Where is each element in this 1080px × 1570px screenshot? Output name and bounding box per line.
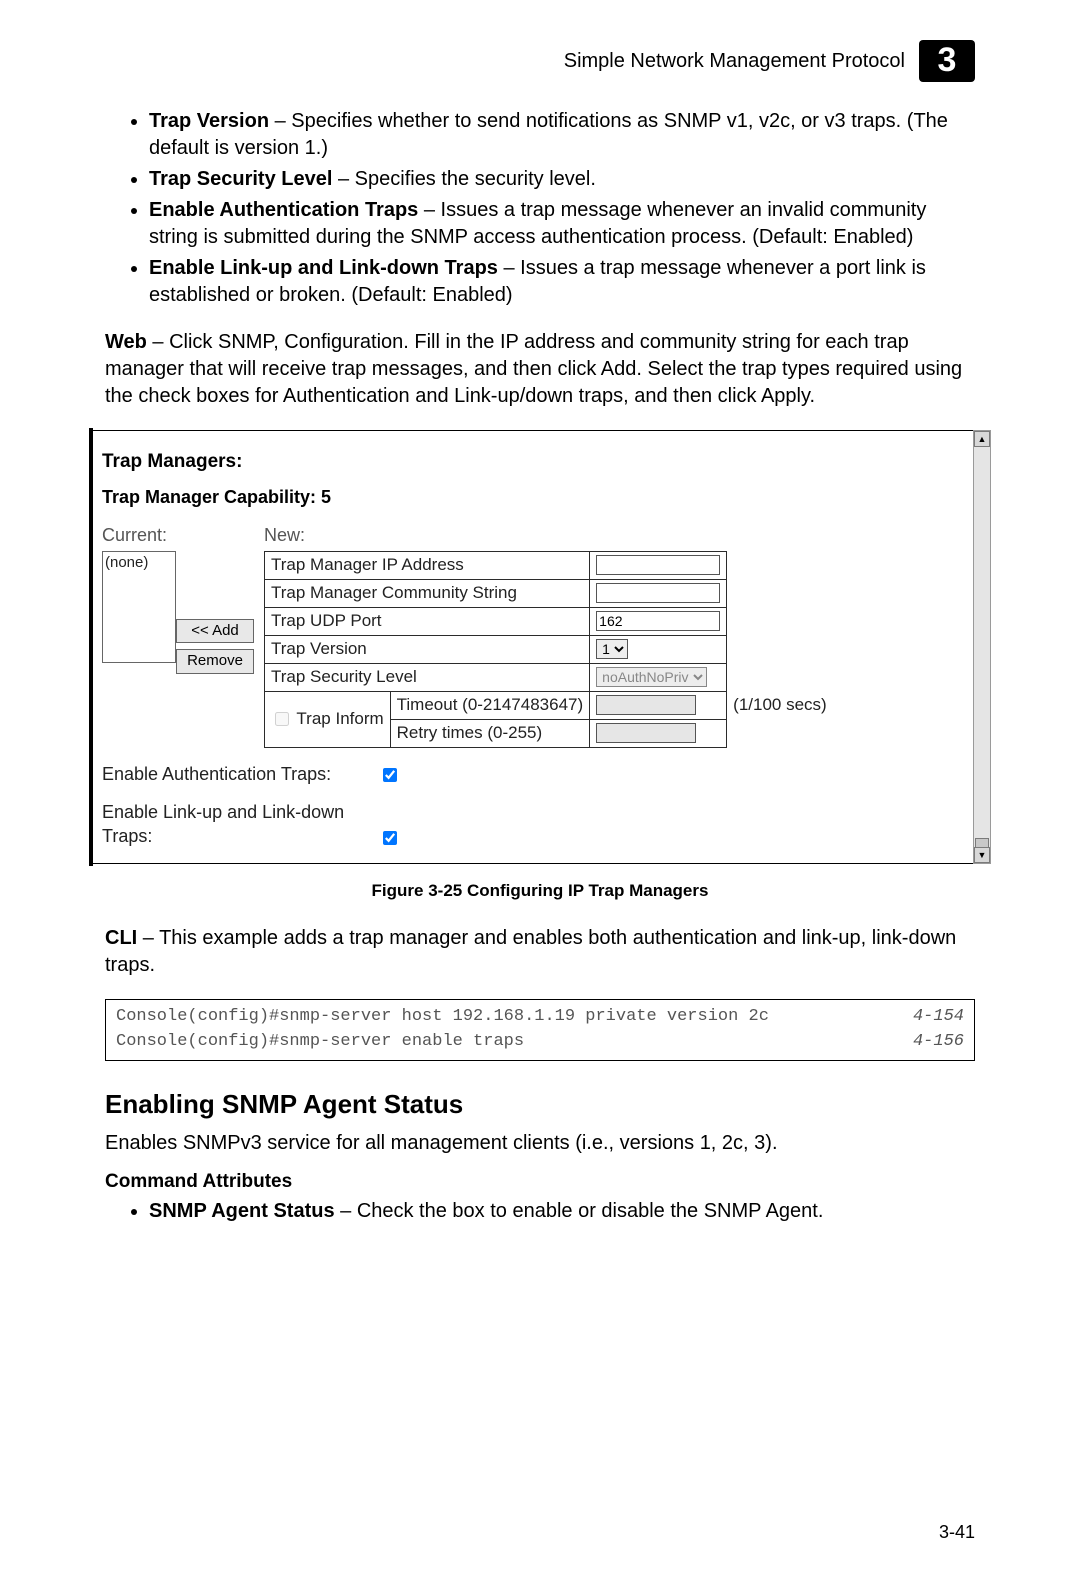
cli-paragraph: CLI – This example adds a trap manager a… — [105, 925, 975, 979]
scroll-down-icon[interactable]: ▼ — [974, 847, 990, 863]
version-select[interactable]: 1 — [596, 639, 628, 659]
bullet-desc: – Check the box to enable or disable the… — [335, 1200, 824, 1222]
new-label: New: — [264, 523, 975, 547]
bullet-term: SNMP Agent Status — [149, 1200, 335, 1222]
figure-caption: Figure 3-25 Configuring IP Trap Managers — [105, 880, 975, 903]
enable-auth-checkbox[interactable] — [383, 768, 397, 782]
retry-label: Retry times (0-255) — [390, 719, 590, 747]
capability-label: Trap Manager Capability: 5 — [102, 485, 975, 509]
section-heading: Enabling SNMP Agent Status — [105, 1087, 975, 1122]
ip-label: Trap Manager IP Address — [265, 552, 590, 580]
cli-lead: CLI — [105, 927, 137, 949]
bullet-term: Enable Link-up and Link-down Traps — [149, 257, 498, 279]
cli-example: Console(config)#snmp-server host 192.168… — [105, 999, 975, 1061]
web-lead: Web — [105, 331, 147, 353]
bullet-term: Trap Security Level — [149, 168, 332, 190]
header-title: Simple Network Management Protocol — [564, 48, 905, 75]
scroll-up-icon[interactable]: ▲ — [974, 431, 990, 447]
remove-button[interactable]: Remove — [176, 649, 254, 673]
ip-input[interactable] — [596, 555, 720, 575]
cli-ref: 4-156 — [913, 1031, 964, 1054]
new-trap-form: Trap Manager IP Address Trap Manager Com… — [264, 551, 834, 748]
retry-input — [596, 723, 696, 743]
bullet-desc: – Specifies the security level. — [332, 168, 595, 190]
panel-title: Trap Managers: — [102, 449, 975, 475]
current-label: Current: — [102, 523, 260, 547]
web-instructions: Web – Click SNMP, Configuration. Fill in… — [105, 329, 975, 410]
cli-cmd: Console(config)#snmp-server enable traps — [116, 1031, 524, 1054]
version-label: Trap Version — [265, 636, 590, 664]
feature-bullets: Trap Version – Specifies whether to send… — [105, 108, 975, 309]
timeout-label: Timeout (0-2147483647) — [390, 691, 590, 719]
web-body: – Click SNMP, Configuration. Fill in the… — [105, 331, 962, 407]
bullet-term: Trap Version — [149, 110, 269, 132]
scrollbar[interactable]: ▲ ▼ — [973, 430, 991, 864]
security-select: noAuthNoPriv — [596, 667, 707, 687]
bullet-term: Enable Authentication Traps — [149, 199, 418, 221]
udp-port-label: Trap UDP Port — [265, 608, 590, 636]
cli-body: – This example adds a trap manager and e… — [105, 927, 956, 976]
timeout-unit: (1/100 secs) — [727, 691, 834, 719]
command-attributes-heading: Command Attributes — [105, 1169, 975, 1195]
trap-inform-checkbox[interactable] — [275, 712, 289, 726]
section-desc: Enables SNMPv3 service for all managemen… — [105, 1130, 975, 1157]
community-label: Trap Manager Community String — [265, 580, 590, 608]
enable-link-checkbox[interactable] — [383, 831, 397, 845]
enable-auth-label: Enable Authentication Traps: — [102, 762, 374, 786]
cli-cmd: Console(config)#snmp-server host 192.168… — [116, 1006, 769, 1029]
bullet-desc: – Specifies whether to send notification… — [149, 110, 948, 159]
current-listbox[interactable]: (none) — [102, 551, 176, 663]
enable-link-label: Enable Link-up and Link-down Traps: — [102, 800, 374, 849]
security-label: Trap Security Level — [265, 663, 590, 691]
community-input[interactable] — [596, 583, 720, 603]
trap-inform-label: Trap Inform — [296, 709, 383, 728]
page-number: 3-41 — [939, 1520, 975, 1544]
timeout-input — [596, 695, 696, 715]
add-button[interactable]: << Add — [176, 619, 254, 643]
udp-port-input[interactable] — [596, 611, 720, 631]
trap-managers-panel: ▲ ▼ Trap Managers: Trap Manager Capabili… — [91, 430, 975, 864]
chapter-badge: 3 — [919, 40, 975, 82]
cli-ref: 4-154 — [913, 1006, 964, 1029]
